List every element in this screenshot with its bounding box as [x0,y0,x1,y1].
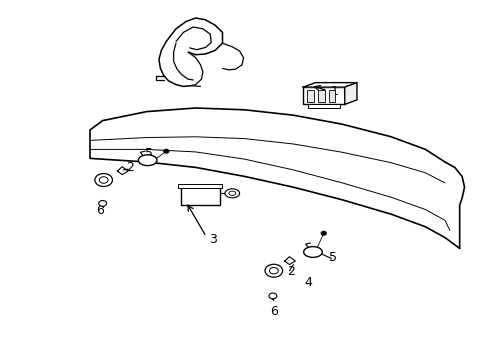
Text: 5: 5 [328,251,336,264]
Circle shape [269,267,278,274]
Text: 2: 2 [125,161,133,174]
Bar [307,104,339,108]
Circle shape [264,264,282,277]
Bar [178,184,222,188]
Bar [317,90,324,102]
Text: 2: 2 [286,265,294,278]
Circle shape [163,149,168,153]
Text: 1: 1 [330,85,338,98]
Circle shape [95,174,112,186]
Ellipse shape [224,189,239,198]
Text: 6: 6 [96,204,104,217]
Text: 3: 3 [208,233,216,246]
Ellipse shape [303,247,322,257]
Circle shape [321,231,325,235]
Circle shape [99,177,108,183]
Bar [181,185,220,205]
Polygon shape [344,83,356,104]
Text: 4: 4 [96,172,104,185]
Text: 6: 6 [269,305,277,318]
Ellipse shape [228,191,235,195]
Ellipse shape [138,155,157,166]
Bar [303,87,344,104]
Text: 4: 4 [304,276,311,289]
Circle shape [99,201,106,206]
Bar [306,90,313,102]
Bar [328,90,335,102]
Text: 5: 5 [145,147,153,159]
Polygon shape [303,83,356,87]
Circle shape [268,293,276,299]
